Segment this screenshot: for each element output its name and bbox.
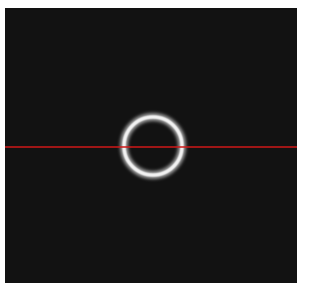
page: {} xyxy=(0,0,297,293)
figure xyxy=(0,0,297,293)
image-background xyxy=(5,8,297,283)
